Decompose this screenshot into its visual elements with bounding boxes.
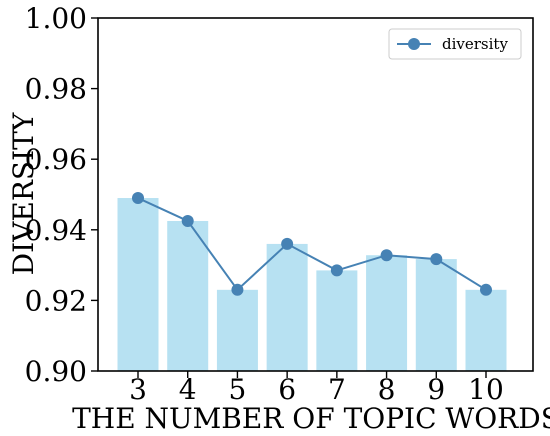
bar-4	[167, 220, 209, 371]
bar-8	[366, 255, 408, 371]
x-tick-label: 7	[328, 373, 346, 406]
legend: diversity	[388, 28, 522, 60]
y-axis-label: DIVERSITY	[7, 112, 40, 275]
diversity-point-8	[380, 249, 393, 262]
legend-box	[388, 28, 522, 60]
y-axis-ticks: 0.90 0.92 0.94 0.96 0.98 1.00	[25, 2, 98, 388]
bar-7	[316, 270, 358, 371]
diversity-point-6	[281, 237, 294, 250]
x-axis-ticks: 3 4 5 6 7 8 9 10	[129, 371, 504, 406]
x-tick-label: 5	[229, 373, 247, 406]
y-tick-label: 0.96	[25, 143, 87, 176]
bar-3	[117, 198, 159, 371]
bar-10	[465, 289, 507, 371]
x-tick-label: 10	[468, 373, 504, 406]
x-tick-label: 6	[278, 373, 296, 406]
diversity-point-5	[231, 283, 244, 296]
x-tick-label: 8	[378, 373, 396, 406]
diversity-point-9	[430, 253, 443, 266]
y-tick-label: 0.98	[25, 73, 87, 106]
bar-6	[266, 243, 308, 371]
diversity-point-3	[132, 192, 144, 205]
diversity-point-4	[181, 214, 194, 227]
axes-layer	[97, 17, 534, 372]
diversity-point-10	[480, 283, 492, 296]
diversity-point-7	[330, 264, 343, 277]
y-tick-label: 0.90	[25, 355, 87, 388]
diversity-series-line	[137, 197, 487, 292]
legend-entry-diversity: diversity	[442, 35, 508, 53]
line-layer	[132, 192, 492, 296]
x-tick-label: 3	[129, 373, 147, 406]
bar-9	[415, 259, 457, 371]
plot-frame	[97, 17, 534, 372]
bar-5	[216, 289, 258, 371]
bars-layer	[117, 198, 507, 371]
y-tick-label: 0.92	[25, 284, 87, 317]
y-tick-label: 0.94	[25, 214, 87, 247]
x-tick-label: 4	[179, 373, 197, 406]
legend-marker-swatch	[408, 38, 420, 50]
y-tick-label: 1.00	[25, 2, 87, 35]
x-tick-label: 9	[427, 373, 445, 406]
x-axis-label: THE NUMBER OF TOPIC WORDS	[72, 402, 550, 435]
